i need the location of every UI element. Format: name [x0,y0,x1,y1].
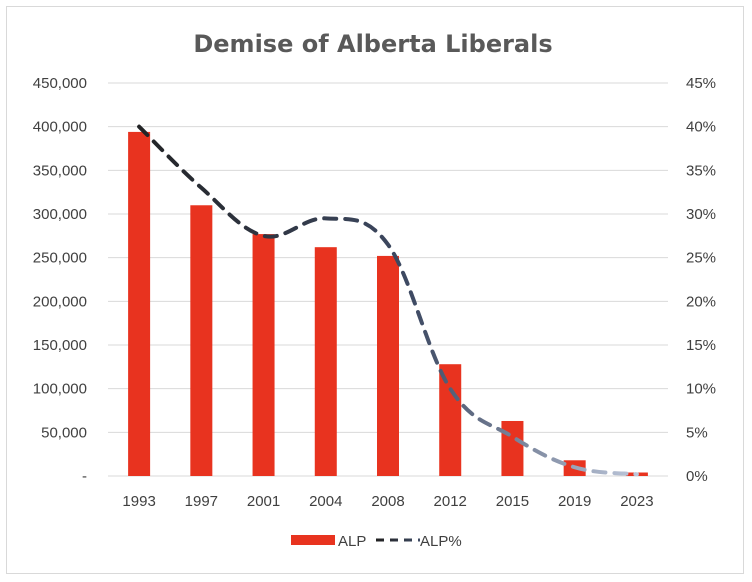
right-tick-label: 25% [686,250,716,267]
x-tick-label: 1997 [185,493,218,510]
right-tick-label: 40% [686,119,716,136]
left-tick-label: 350,000 [33,162,87,179]
chart-title: Demise of Alberta Liberals [193,30,552,58]
bar-series [128,131,648,476]
x-tick-label: 1993 [122,493,155,510]
right-tick-label: 30% [686,206,716,223]
x-tick-label: 2019 [558,493,591,510]
left-tick-label: 50,000 [41,424,87,441]
x-tick-label: 2012 [434,493,467,510]
left-tick-label: 300,000 [33,206,87,223]
x-tick-label: 2008 [371,493,404,510]
x-tick-label: 2001 [247,493,280,510]
legend-label-alp-pct: ALP% [420,533,462,550]
x-tick-label: 2015 [496,493,529,510]
legend-swatch-alp [291,535,335,545]
right-axis-labels: 0% 5% 10% 15% 20% 25% 30% 35% 40% 45% [686,75,716,485]
legend-label-alp: ALP [338,533,366,550]
left-tick-label: 200,000 [33,293,87,310]
x-tick-label: 2004 [309,493,342,510]
legend: ALP ALP% [291,533,462,550]
right-tick-label: 0% [686,468,708,485]
bar-2008 [377,255,399,476]
bar-1993 [128,131,151,476]
right-tick-label: 45% [686,75,716,92]
line-alp-pct [137,124,639,477]
bar-2001 [252,234,275,476]
bar-2012 [439,364,462,476]
bar-2015 [501,420,524,476]
left-tick-label: 250,000 [33,250,87,267]
left-axis-labels: - 50,000 100,000 150,000 200,000 250,000 300,0… [33,75,87,485]
bar-2004 [314,247,337,476]
right-tick-label: 5% [686,424,708,441]
right-tick-label: 35% [686,162,716,179]
x-tick-label: 2023 [620,493,653,510]
right-tick-label: 10% [686,381,716,398]
left-tick-label: 150,000 [33,337,87,354]
x-axis-labels: 1993 1997 2001 2004 2008 2012 2015 2019 2023 [122,493,653,510]
left-tick-label: - [82,468,87,485]
left-tick-label: 400,000 [33,119,87,136]
left-tick-label: 100,000 [33,381,87,398]
left-tick-label: 450,000 [33,75,87,92]
right-tick-label: 20% [686,293,716,310]
line-series [137,124,639,477]
bar-1997 [190,205,213,476]
right-tick-label: 15% [686,337,716,354]
